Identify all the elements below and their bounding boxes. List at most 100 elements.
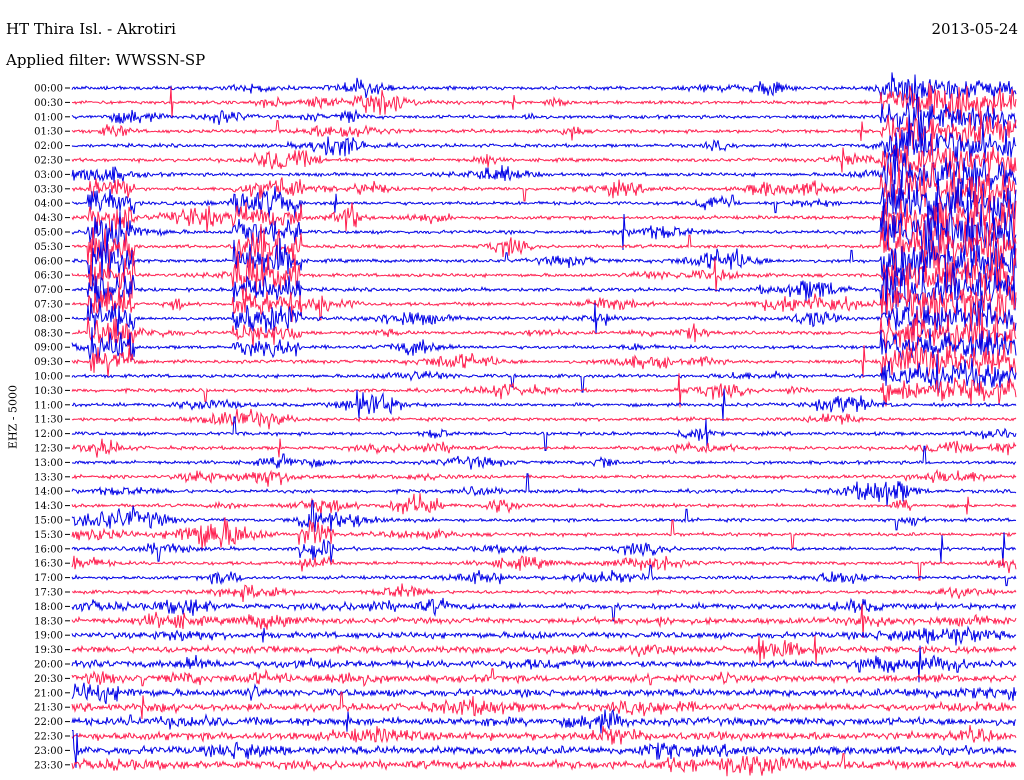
trace-0700	[71, 263, 1017, 315]
trace-1830	[71, 603, 1017, 638]
y-tick-label: 16:00	[34, 544, 63, 555]
y-tick-label: 11:30	[34, 415, 63, 426]
trace-1530	[71, 517, 1017, 550]
trace-1900	[71, 625, 1017, 646]
y-tick-label: 22:30	[34, 732, 63, 743]
y-tick-label: 05:30	[34, 242, 63, 253]
y-tick-label: 03:00	[34, 170, 63, 181]
y-tick-label: 20:00	[34, 660, 63, 671]
y-tick-label: 14:30	[34, 501, 63, 512]
trace-0430	[71, 186, 1017, 245]
trace-2100	[71, 682, 1017, 705]
y-tick-label: 01:00	[34, 112, 63, 123]
trace-1730	[72, 583, 1017, 603]
trace-0500	[71, 196, 1017, 265]
trace-0930	[71, 341, 1017, 381]
trace-1230	[71, 438, 1017, 458]
trace-1500	[71, 500, 1017, 532]
trace-2230	[71, 725, 1017, 745]
trace-2030	[71, 668, 1017, 688]
trace-0100	[71, 93, 1017, 138]
traces	[71, 72, 1017, 777]
y-tick-label: 20:30	[34, 674, 63, 685]
trace-2300	[72, 730, 1017, 768]
trace-1800	[71, 597, 1017, 622]
trace-2200	[71, 708, 1017, 734]
trace-1330	[71, 468, 1017, 487]
trace-1130	[71, 408, 1017, 430]
trace-0330	[71, 160, 1017, 213]
y-tick-label: 00:00	[34, 84, 63, 95]
trace-0030	[71, 83, 1017, 123]
trace-0800	[71, 296, 1017, 336]
y-tick-label: 00:30	[34, 98, 63, 109]
trace-0230	[71, 132, 1017, 193]
y-tick-label: 14:00	[34, 487, 63, 498]
y-tick-label: 03:30	[34, 184, 63, 195]
trace-2330	[71, 753, 1017, 777]
y-tick-label: 09:30	[34, 357, 63, 368]
trace-0000	[71, 72, 1017, 106]
trace-1430	[71, 493, 1017, 517]
trace-0830	[71, 307, 1017, 359]
y-tick-label: 15:30	[34, 530, 63, 541]
y-tick-label: 09:00	[34, 343, 63, 354]
trace-0130	[71, 110, 1017, 150]
y-tick-labels: 00:00 00:30 01:00 01:30 02:00 02:30 03:00 03:30…	[34, 84, 70, 771]
y-tick-label: 15:00	[34, 516, 63, 527]
y-tick-label: 08:30	[34, 328, 63, 339]
y-tick-label: 23:00	[34, 746, 63, 757]
y-tick-label: 13:30	[34, 472, 63, 483]
trace-2000	[71, 645, 1017, 683]
y-tick-label: 23:30	[34, 760, 63, 771]
trace-0200	[71, 114, 1017, 166]
y-tick-label: 04:00	[34, 199, 63, 210]
y-tick-label: 07:00	[34, 285, 63, 296]
y-tick-label: 17:00	[34, 573, 63, 584]
trace-1600	[71, 532, 1017, 566]
y-tick-label: 06:30	[34, 271, 63, 282]
trace-2130	[71, 691, 1017, 720]
trace-0900	[71, 327, 1017, 365]
y-tick-label: 01:30	[34, 127, 63, 138]
y-tick-label: 18:30	[34, 616, 63, 627]
trace-0400	[71, 171, 1017, 231]
y-tick-label: 17:30	[34, 588, 63, 599]
y-tick-label: 10:00	[34, 372, 63, 383]
y-tick-label: 19:30	[34, 645, 63, 656]
trace-0530	[71, 219, 1017, 283]
y-tick-label: 18:00	[34, 602, 63, 613]
trace-1630	[71, 555, 1017, 581]
filter-label: Applied filter: WWSSN-SP	[6, 51, 206, 69]
trace-0600	[71, 228, 1017, 293]
date-label: 2013-05-24	[931, 20, 1018, 38]
y-tick-label: 12:00	[34, 429, 63, 440]
y-tick-label: 05:00	[34, 228, 63, 239]
y-tick-label: 22:00	[34, 717, 63, 728]
trace-0300	[71, 142, 1017, 197]
y-tick-label: 21:30	[34, 703, 63, 714]
trace-1700	[71, 564, 1017, 587]
y-tick-label: 12:30	[34, 444, 63, 455]
station-title: HT Thira Isl. - Akrotiri	[6, 20, 176, 38]
trace-1400	[71, 473, 1017, 507]
y-tick-label: 10:30	[34, 386, 63, 397]
y-tick-label: 02:00	[34, 141, 63, 152]
y-tick-label: 16:30	[34, 559, 63, 570]
y-tick-label: 11:00	[34, 400, 63, 411]
trace-1100	[71, 388, 1017, 422]
trace-1200	[71, 416, 1017, 451]
y-tick-label: 07:30	[34, 300, 63, 311]
y-tick-label: 08:00	[34, 314, 63, 325]
y-tick-label: 04:30	[34, 213, 63, 224]
trace-1300	[71, 445, 1017, 470]
trace-1000	[71, 354, 1017, 393]
trace-1030	[71, 373, 1017, 408]
trace-0630	[71, 248, 1017, 308]
trace-0730	[71, 278, 1017, 337]
y-tick-label: 19:00	[34, 631, 63, 642]
trace-1930	[71, 635, 1017, 664]
y-tick-label: 06:00	[34, 256, 63, 267]
